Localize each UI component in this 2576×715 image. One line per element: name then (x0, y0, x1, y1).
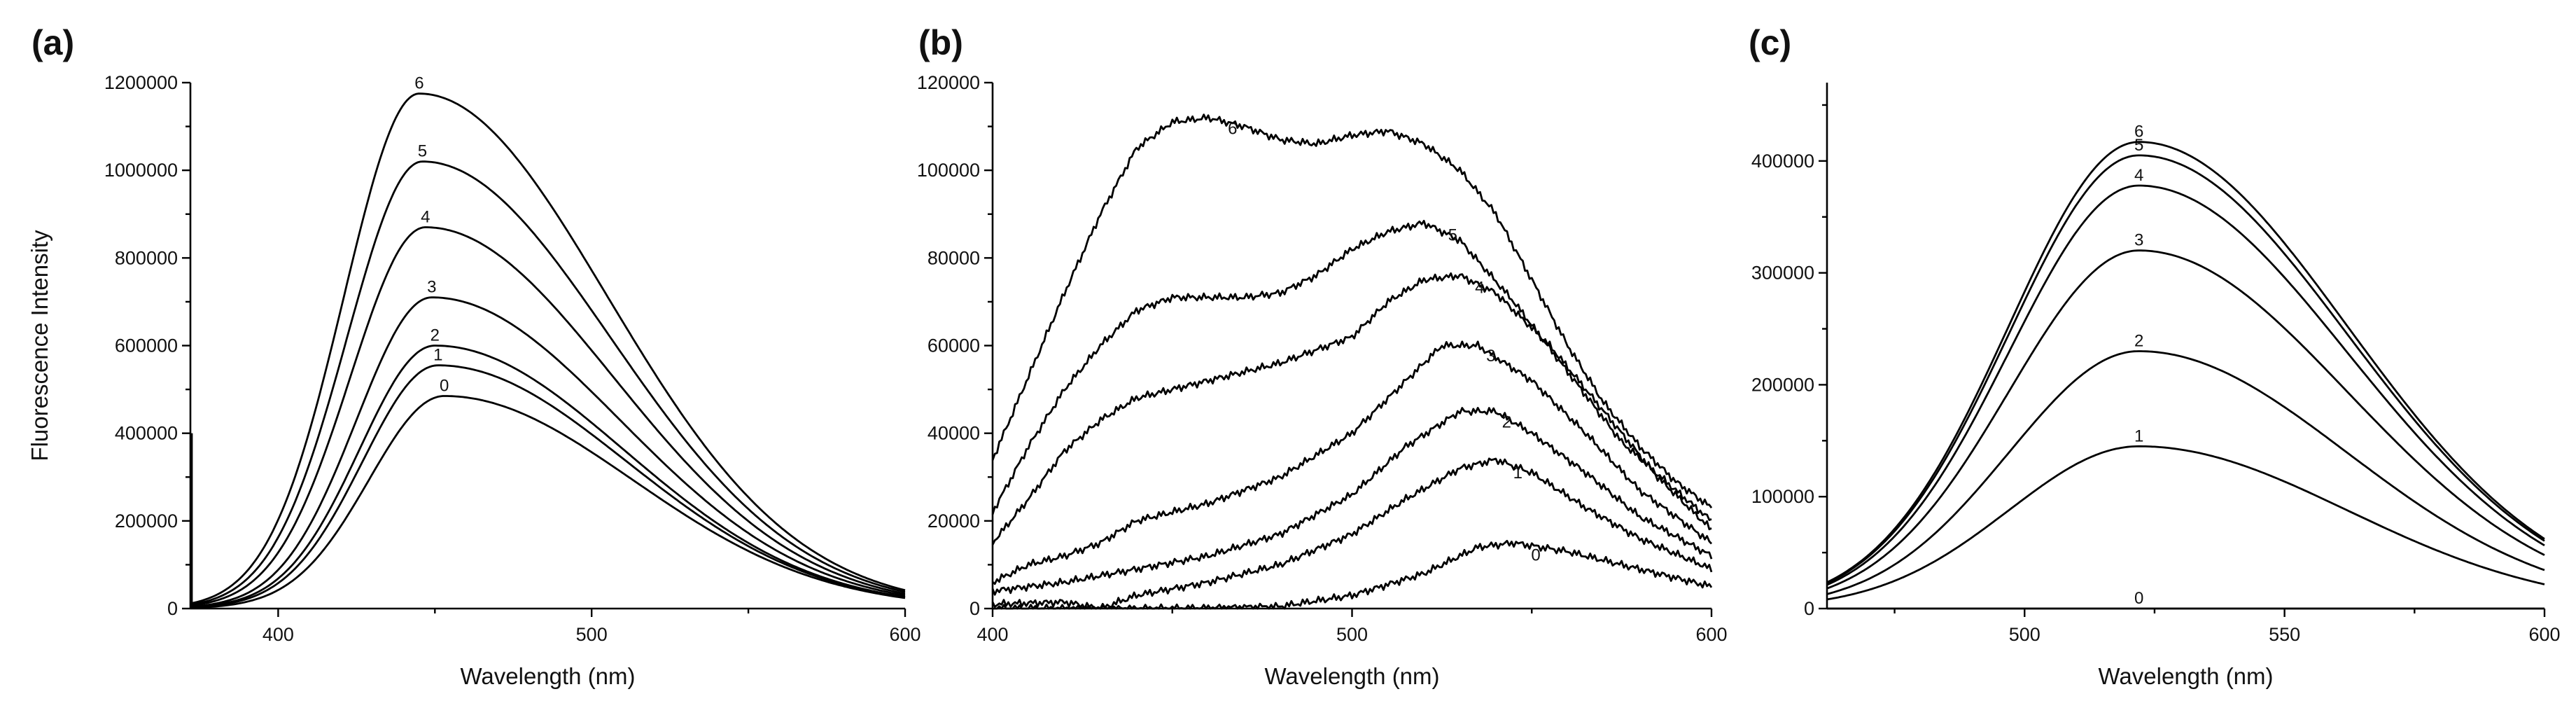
x-tick-label: 500 (2009, 624, 2040, 645)
series-line-4 (991, 272, 1712, 546)
x-tick-label: 600 (2528, 624, 2560, 645)
series-line-1 (1826, 445, 2545, 601)
series-label-0: 0 (440, 376, 449, 395)
x-tick-label: 500 (1336, 624, 1368, 645)
x-axis-label: Wavelength (nm) (1264, 663, 1439, 689)
series-line-5 (190, 160, 906, 606)
series-line-6 (1826, 141, 2545, 583)
series-label-4: 4 (2134, 166, 2143, 185)
series-line-0 (190, 395, 906, 609)
y-tick-label: 120000 (917, 72, 980, 93)
y-tick-label: 0 (1804, 598, 1814, 619)
y-tick-label: 300000 (1751, 263, 1814, 284)
series-label-2: 2 (430, 326, 440, 345)
panel-label-b: (b) (918, 23, 963, 62)
series-line-1 (991, 457, 1713, 610)
chart-panel-a: 400 500 600 0 200000 400000 600000 800000 100000… (27, 72, 921, 689)
series-label-1: 1 (2134, 426, 2143, 445)
y-tick-label: 100000 (917, 160, 980, 181)
series-label-2: 2 (1502, 412, 1511, 431)
series-line-6 (991, 113, 1713, 509)
series-label-0: 0 (2134, 589, 2143, 608)
chart-panel-c: 500 550 600 0 100000 200000 300000 400000 Wavele… (1751, 83, 2561, 689)
series-label-6: 6 (414, 74, 424, 93)
x-axis-label: Wavelength (nm) (460, 663, 635, 689)
series-label-5: 5 (1448, 225, 1457, 244)
panel-label-a: (a) (31, 23, 74, 62)
series-line-1 (190, 364, 906, 609)
y-tick-label: 600000 (115, 335, 178, 356)
y-tick-label: 200000 (1751, 374, 1814, 395)
series-line-5 (1826, 154, 2545, 584)
y-tick-label: 20000 (927, 511, 980, 532)
series-line-4 (1826, 184, 2545, 586)
chart-panel-b: 400 500 600 0 20000 40000 60000 80000 100000 1200… (917, 72, 1728, 689)
y-tick-label: 100000 (1751, 486, 1814, 507)
series-label-1: 1 (433, 346, 442, 365)
series-label-5: 5 (418, 142, 427, 161)
series-label-3: 3 (2134, 231, 2143, 250)
series-line-5 (991, 219, 1712, 521)
y-tick-label: 400000 (1751, 151, 1814, 172)
x-tick-label: 400 (976, 624, 1008, 645)
series-line-2 (991, 407, 1713, 596)
series-line-2 (190, 345, 906, 609)
x-tick-label: 500 (576, 624, 608, 645)
y-tick-label: 400000 (115, 423, 178, 444)
series-label-4: 4 (421, 208, 430, 227)
series-line-3 (190, 296, 906, 608)
series-label-2: 2 (2134, 331, 2143, 350)
series-label-3: 3 (1486, 347, 1495, 366)
series-label-1: 1 (1513, 464, 1522, 483)
y-tick-label: 1000000 (104, 160, 178, 181)
x-tick-label: 550 (2269, 624, 2300, 645)
y-axis-label: Fluorescence Intensity (27, 230, 52, 461)
series-label-3: 3 (427, 278, 436, 297)
series-label-5: 5 (2134, 136, 2143, 155)
y-tick-label: 40000 (927, 423, 980, 444)
series-line-0 (993, 539, 1713, 610)
y-tick-label: 200000 (115, 511, 178, 532)
series-label-6: 6 (1228, 120, 1237, 139)
x-tick-label: 400 (262, 624, 294, 645)
panel-label-c: (c) (1749, 23, 1791, 62)
y-tick-label: 0 (969, 598, 980, 619)
series-line-4 (190, 226, 906, 607)
series-line-2 (1826, 350, 2545, 595)
y-tick-label: 60000 (927, 335, 980, 356)
y-tick-label: 800000 (115, 247, 178, 268)
y-tick-label: 0 (167, 598, 178, 619)
y-tick-label: 1200000 (104, 72, 178, 93)
series-label-6: 6 (2134, 123, 2143, 141)
x-tick-label: 600 (1695, 624, 1727, 645)
series-line-6 (190, 92, 906, 605)
y-tick-label: 80000 (927, 247, 980, 268)
series-label-4: 4 (1475, 278, 1484, 297)
series-line-3 (992, 340, 1713, 585)
series-label-0: 0 (1531, 546, 1540, 564)
x-axis-label: Wavelength (nm) (2098, 663, 2273, 689)
series-line-3 (1826, 249, 2545, 590)
x-tick-label: 600 (889, 624, 920, 645)
